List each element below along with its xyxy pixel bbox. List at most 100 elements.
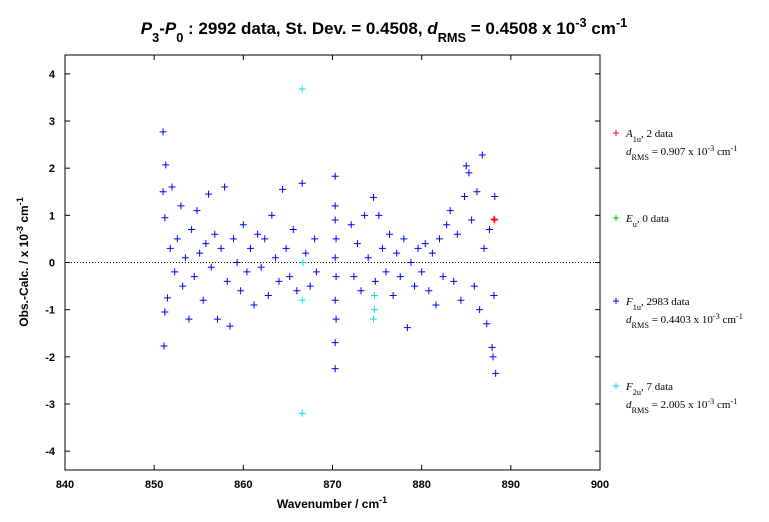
legend-marker xyxy=(613,130,619,136)
point xyxy=(457,296,465,304)
text-part: 1u xyxy=(633,303,641,312)
point xyxy=(199,296,207,304)
point xyxy=(299,259,307,266)
point xyxy=(460,192,468,200)
point xyxy=(396,273,404,281)
x-tick-label: 860 xyxy=(234,479,252,491)
point xyxy=(378,244,386,252)
point xyxy=(233,259,241,266)
point xyxy=(268,211,276,219)
text-part: , 7 data xyxy=(641,381,673,393)
point xyxy=(243,268,251,276)
text-part: -1 xyxy=(736,312,743,321)
text-part: F xyxy=(625,296,633,308)
point xyxy=(357,287,365,295)
point xyxy=(411,282,419,290)
point xyxy=(436,235,443,243)
y-tick-label: -2 xyxy=(45,352,55,364)
text-part: u xyxy=(633,220,637,229)
point xyxy=(465,169,473,177)
point xyxy=(382,268,390,276)
point xyxy=(312,268,320,276)
text-part: 2u xyxy=(633,388,641,397)
text-part: 0 xyxy=(176,30,183,45)
point xyxy=(298,296,306,304)
point xyxy=(160,342,168,350)
text-part: RMS xyxy=(438,30,466,45)
point xyxy=(207,263,215,271)
point xyxy=(332,315,340,323)
chart-title: P3-P0 : 2992 data, St. Dev. = 0.4508, dR… xyxy=(141,15,627,45)
text-part: F xyxy=(625,381,633,393)
text-part: -3 xyxy=(713,312,720,321)
point xyxy=(196,249,204,257)
text-part: Obs.-Calc. / x 10 xyxy=(17,234,31,327)
point xyxy=(166,244,174,252)
point xyxy=(470,282,478,290)
point xyxy=(446,207,454,215)
point xyxy=(171,268,179,276)
text-part: d xyxy=(626,146,632,158)
y-tick-label: -3 xyxy=(45,399,55,411)
text-part: = 0.907 x 10 xyxy=(649,146,708,158)
point xyxy=(221,183,229,191)
point xyxy=(407,259,415,266)
text-part: d xyxy=(626,314,632,326)
point xyxy=(485,225,493,233)
point xyxy=(261,235,269,243)
text-part: 3 xyxy=(152,30,159,45)
text-part: -1 xyxy=(730,397,737,406)
point xyxy=(159,128,167,136)
point xyxy=(350,273,358,281)
point xyxy=(331,339,339,347)
text-part: - xyxy=(159,19,165,38)
y-tick-label: 1 xyxy=(49,210,55,222)
point xyxy=(185,315,193,323)
point xyxy=(298,179,306,187)
point xyxy=(162,161,170,169)
point xyxy=(161,308,169,316)
point xyxy=(289,225,297,233)
x-axis-label: Wavenumber / cm-1 xyxy=(277,495,387,511)
point xyxy=(361,211,369,219)
point xyxy=(161,214,169,222)
y-tick-label: 4 xyxy=(49,69,56,81)
point xyxy=(462,162,470,170)
y-tick-label: 3 xyxy=(49,116,55,128)
text-part: = 0.4403 x 10 xyxy=(649,314,713,326)
legend-label: F2u, 7 data xyxy=(625,381,673,397)
point xyxy=(193,207,201,215)
point xyxy=(254,230,262,238)
point xyxy=(491,192,499,200)
point xyxy=(386,230,394,238)
legend-stat: dRMS = 0.4403 x 10-3 cm-1 xyxy=(626,312,743,330)
point xyxy=(331,365,339,373)
point xyxy=(432,301,440,309)
x-tick-label: 900 xyxy=(591,479,609,491)
point xyxy=(331,172,339,180)
point xyxy=(239,221,247,229)
point xyxy=(393,249,401,257)
text-part: cm xyxy=(714,146,731,158)
legend-stat: dRMS = 0.907 x 10-3 cm-1 xyxy=(626,144,737,162)
point xyxy=(250,301,258,309)
point xyxy=(403,324,411,332)
text-part: , 2 data xyxy=(641,128,673,140)
text-part: cm xyxy=(17,205,31,226)
point xyxy=(489,353,497,361)
text-part: RMS xyxy=(632,153,650,162)
y-tick-label: 0 xyxy=(49,258,55,270)
point xyxy=(332,273,340,281)
point xyxy=(306,282,314,290)
text-part: d xyxy=(427,19,438,38)
text-part: Wavenumber / cm xyxy=(277,497,379,511)
legend-stat: dRMS = 2.005 x 10-3 cm-1 xyxy=(626,397,737,415)
point xyxy=(286,273,294,281)
point xyxy=(190,273,198,281)
text-part: -1 xyxy=(15,197,25,205)
text-part: A xyxy=(625,128,633,140)
text-part: cm xyxy=(720,314,737,326)
x-tick-label: 880 xyxy=(412,479,430,491)
point xyxy=(264,292,272,300)
point xyxy=(425,287,433,295)
